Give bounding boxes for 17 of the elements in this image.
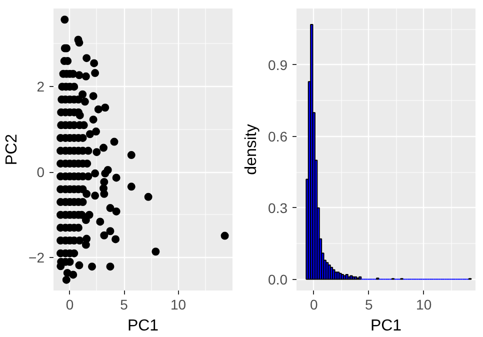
y-tick-label: 0: [36, 164, 45, 180]
y-axis-title: PC2: [4, 134, 21, 166]
y-tick-label: 2: [36, 78, 45, 95]
y-axis-title: density: [243, 124, 260, 175]
y-tick-label: −2: [28, 250, 45, 266]
y-tick-label: 0.6: [268, 128, 288, 144]
x-tick-label: 0: [66, 296, 74, 312]
x-tick-label: 10: [416, 296, 432, 312]
y-tick-label: 0.0: [268, 271, 288, 288]
x-axis-title: PC1: [127, 318, 159, 334]
x-axis-title: PC1: [370, 318, 402, 334]
y-tick-label: 0.9: [268, 56, 288, 73]
x-tick-label: 10: [170, 296, 186, 312]
x-tick-label: 5: [120, 296, 128, 312]
x-tick-label: 5: [364, 296, 373, 312]
x-tick-label: 0: [310, 296, 318, 312]
y-tick-label: 0.3: [268, 200, 288, 216]
